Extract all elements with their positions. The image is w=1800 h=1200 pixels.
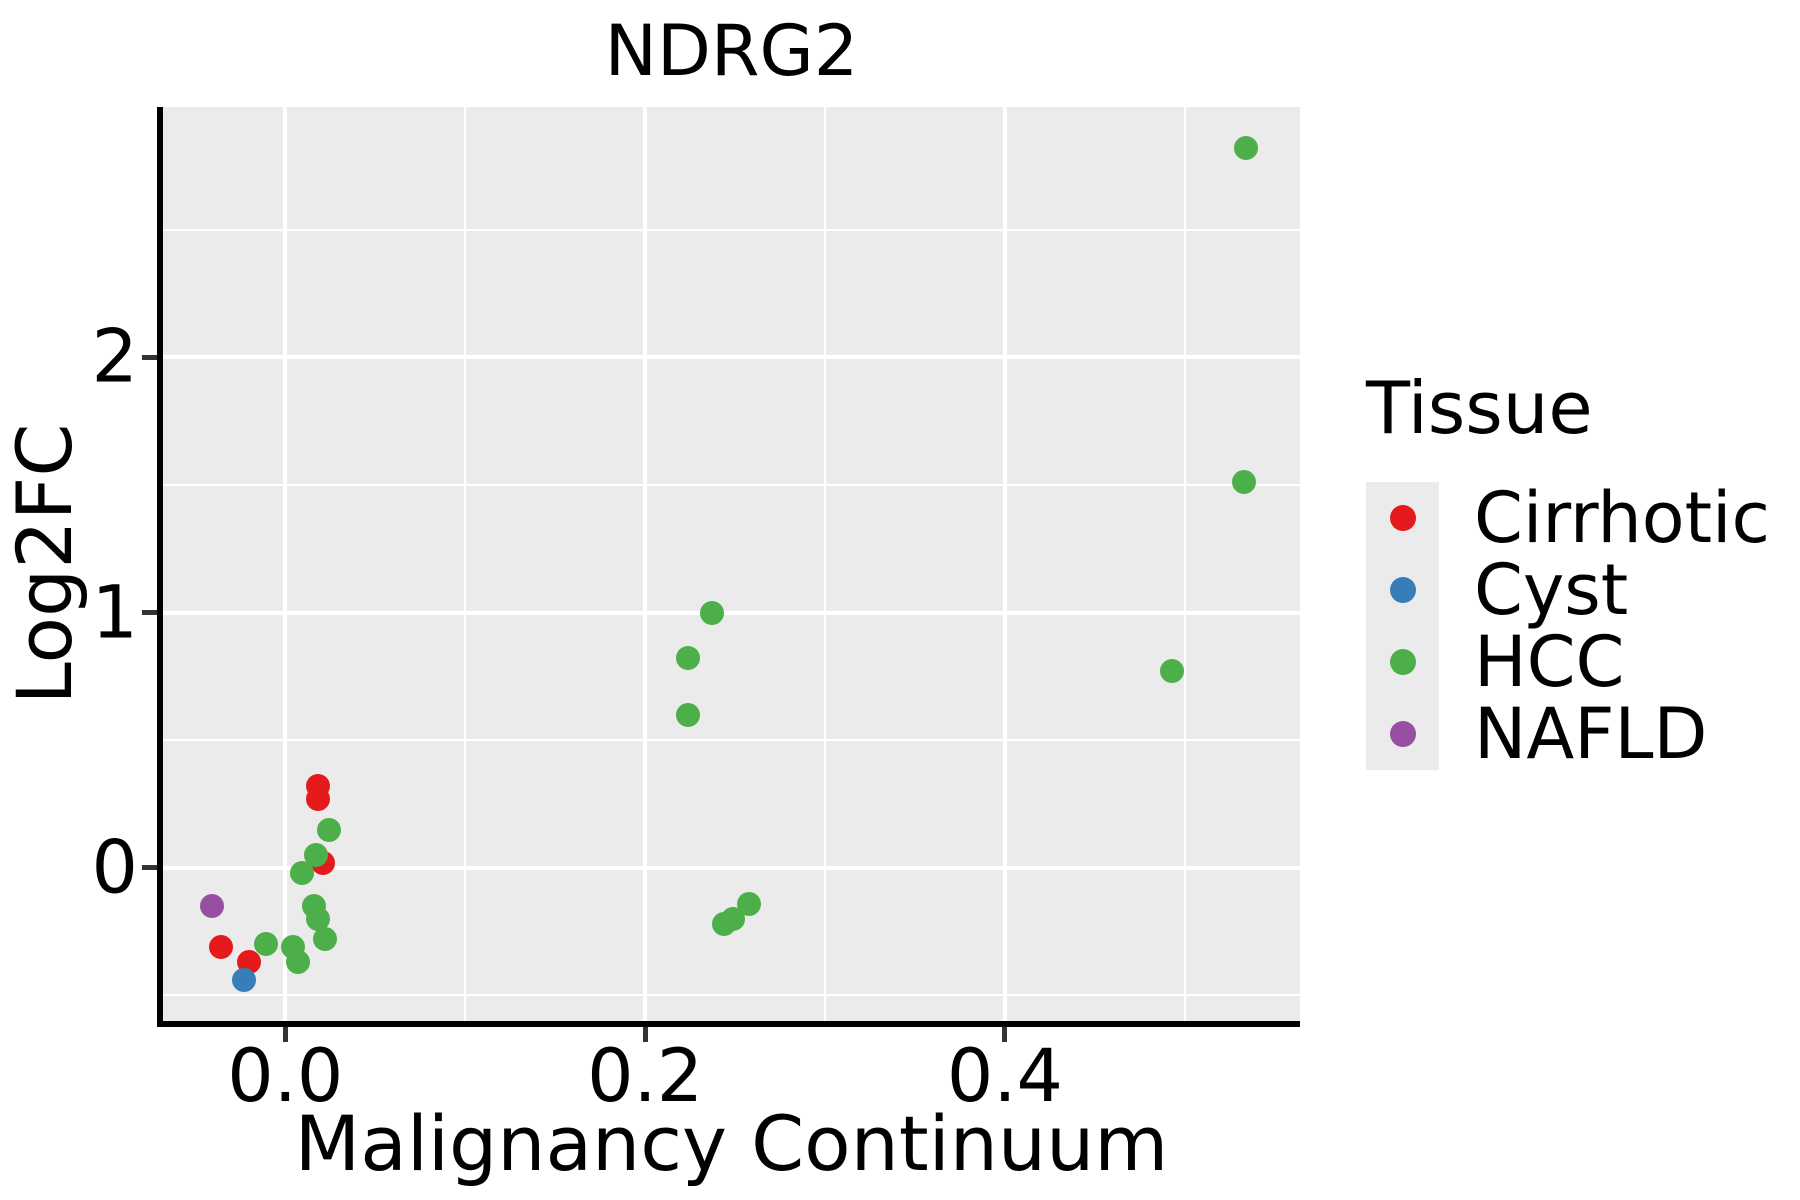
x-tick-label: 0.0 (227, 1034, 344, 1119)
data-point-hcc (699, 600, 724, 625)
data-point-hcc (312, 927, 337, 952)
x-axis-title: Malignancy Continuum (294, 1099, 1169, 1188)
y-tick-label: 1 (91, 570, 138, 655)
data-point-hcc (285, 950, 310, 975)
x-tick (1002, 1027, 1008, 1042)
legend-key (1366, 554, 1439, 626)
data-point-hcc (253, 932, 278, 957)
y-minor-gridline (163, 739, 1300, 742)
data-point-cirrhotic (305, 786, 330, 811)
y-minor-gridline (163, 994, 1300, 997)
legend-dot-icon (1389, 505, 1416, 531)
legend-key (1366, 482, 1439, 554)
data-point-hcc (289, 860, 314, 885)
plot-panel (163, 107, 1300, 1021)
legend: Tissue Cirrhotic Cyst HCC NAFLD (1366, 372, 1770, 770)
y-tick-label: 0 (91, 825, 138, 911)
legend-title: Tissue (1366, 366, 1593, 450)
y-tick (142, 865, 157, 871)
data-point-hcc (305, 906, 330, 931)
data-point-hcc (712, 911, 737, 936)
x-tick (642, 1027, 648, 1042)
legend-items: Cirrhotic Cyst HCC NAFLD (1366, 482, 1770, 770)
data-point-hcc (1160, 659, 1185, 684)
y-axis-spine (157, 107, 163, 1027)
legend-key (1366, 698, 1439, 770)
legend-item-cyst: Cyst (1366, 554, 1770, 626)
legend-item-label: Cyst (1474, 549, 1629, 631)
x-minor-gridline (464, 107, 467, 1021)
legend-dot-icon (1389, 577, 1416, 603)
x-tick (282, 1027, 288, 1042)
x-major-gridline (1002, 107, 1007, 1021)
data-point-cirrhotic (208, 934, 233, 959)
x-tick-label: 0.4 (946, 1034, 1064, 1119)
y-major-gridline (163, 865, 1300, 870)
data-point-nafld (199, 894, 224, 919)
x-minor-gridline (824, 107, 827, 1021)
data-point-hcc (1232, 470, 1257, 495)
legend-item-label: NAFLD (1474, 693, 1708, 775)
legend-dot-icon (1389, 721, 1416, 747)
y-axis-title: Log2FC (0, 423, 89, 705)
data-point-hcc (676, 646, 701, 671)
legend-item-cirrhotic: Cirrhotic (1366, 482, 1770, 554)
data-point-hcc (316, 817, 341, 842)
x-major-gridline (643, 107, 648, 1021)
y-minor-gridline (163, 483, 1300, 486)
x-minor-gridline (1183, 107, 1186, 1021)
y-tick-label: 2 (91, 314, 138, 400)
y-tick (142, 610, 157, 615)
data-point-hcc (676, 702, 701, 727)
legend-item-label: HCC (1474, 621, 1625, 703)
x-axis-spine (157, 1021, 1300, 1027)
data-point-hcc (1234, 135, 1259, 160)
x-major-gridline (283, 107, 288, 1021)
legend-key (1366, 626, 1439, 698)
y-major-gridline (163, 610, 1300, 615)
plot-title: NDRG2 (604, 10, 859, 92)
legend-dot-icon (1389, 649, 1416, 675)
x-tick-label: 0.2 (587, 1034, 704, 1119)
y-minor-gridline (163, 228, 1300, 231)
y-tick (142, 354, 157, 360)
legend-item-nafld: NAFLD (1366, 698, 1770, 770)
data-point-cyst (231, 968, 256, 993)
y-major-gridline (163, 355, 1300, 360)
legend-item-hcc: HCC (1366, 626, 1770, 698)
legend-item-label: Cirrhotic (1474, 477, 1770, 559)
